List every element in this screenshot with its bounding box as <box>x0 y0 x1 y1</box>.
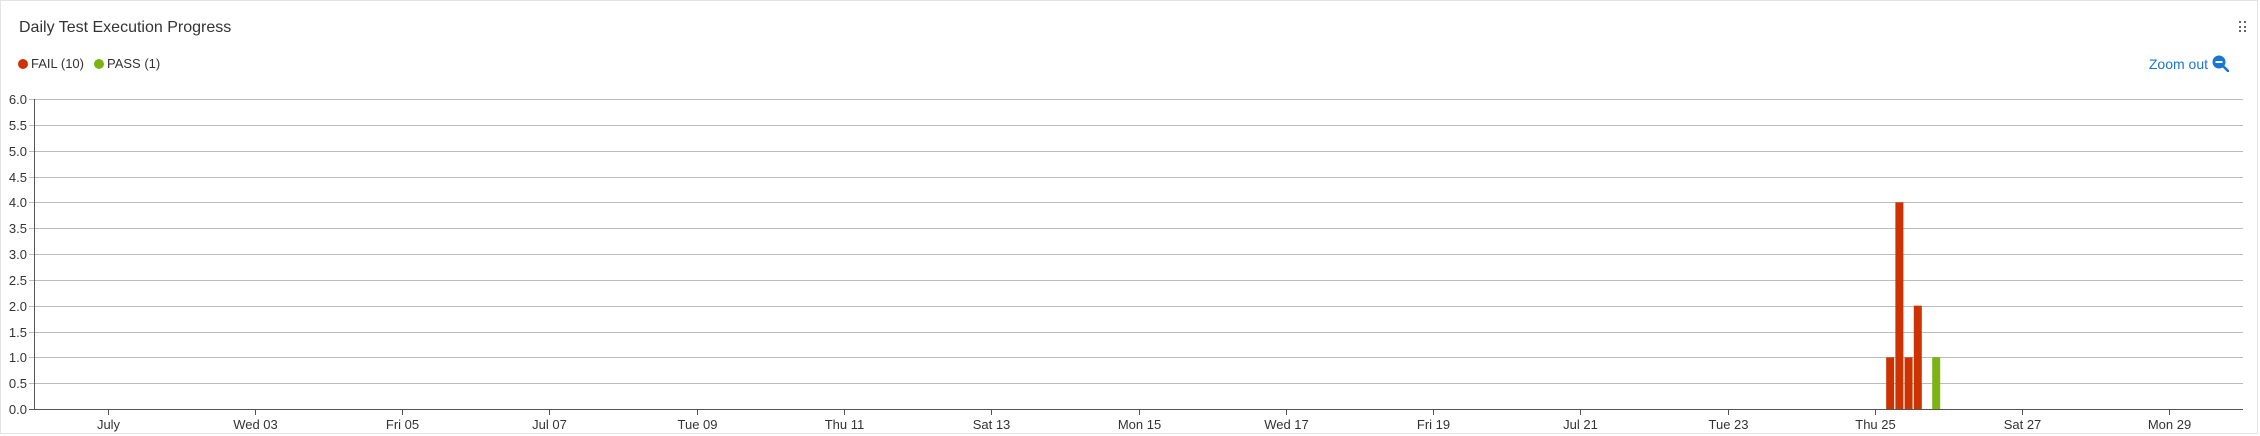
y-tick-label: 5.0 <box>9 144 27 159</box>
x-tick-label: Fri 05 <box>386 417 419 432</box>
legend-item-fail[interactable]: FAIL (10) <box>18 56 84 71</box>
y-tick-label: 6.0 <box>9 92 27 107</box>
x-tick-label: Tue 23 <box>1709 417 1749 432</box>
x-tick-label: Sat 27 <box>2004 417 2042 432</box>
zoom-out-icon <box>2212 55 2229 72</box>
y-tick-label: 2.5 <box>9 273 27 288</box>
gridlines <box>29 99 2243 410</box>
drag-handle-icon[interactable] <box>2239 21 2247 33</box>
y-tick-label: 1.0 <box>9 350 27 365</box>
fail-dot-icon <box>18 58 28 69</box>
y-tick-label: 4.5 <box>9 170 27 185</box>
pass-dot-icon <box>93 58 104 69</box>
x-tick-label: Jul 21 <box>1563 417 1598 432</box>
x-tick-label: Mon 15 <box>1118 417 1161 432</box>
y-tick-label: 1.5 <box>9 325 27 340</box>
legend-label-pass: PASS (1) <box>106 56 161 71</box>
y-tick-label: 2.0 <box>9 299 27 314</box>
y-tick-label: 3.5 <box>9 221 27 236</box>
x-tick-label: Mon 29 <box>2148 417 2191 432</box>
y-tick-label: 4.0 <box>9 195 27 210</box>
bar-pass[interactable] <box>1932 357 1941 409</box>
x-tick-label: Jul 07 <box>532 417 567 432</box>
x-tick-label: July <box>97 417 121 432</box>
x-tick-label: Tue 09 <box>678 417 718 432</box>
bar-fail[interactable] <box>1913 305 1922 409</box>
x-tick-label: Thu 11 <box>825 417 865 432</box>
x-tick-label: Wed 17 <box>1264 417 1309 432</box>
y-tick-label: 0.5 <box>9 376 27 391</box>
legend-label-fail: FAIL (10) <box>31 56 84 71</box>
y-axis: 0.0 0.5 1.0 1.5 2.0 2.5 3.0 3.5 4.0 4.5 5.0 5.5 6.0 <box>9 92 35 417</box>
bars <box>1886 202 1941 409</box>
legend: FAIL (10) PASS (1) <box>18 56 160 71</box>
bar-fail[interactable] <box>1895 202 1904 409</box>
bar-fail[interactable] <box>1886 357 1895 409</box>
x-tick-label: Fri 19 <box>1417 417 1450 432</box>
legend-item-pass[interactable]: PASS (1) <box>93 56 161 71</box>
x-tick-label: Sat 13 <box>973 417 1011 432</box>
y-tick-label: 3.0 <box>9 247 27 262</box>
zoom-out-button[interactable]: Zoom out <box>2149 55 2229 72</box>
y-tick-label: 0.0 <box>9 402 27 417</box>
x-axis: July Wed 03 Fri 05 Jul 07 Tue 09 Thu 11 Sat 13… <box>97 409 2191 432</box>
zoom-out-label: Zoom out <box>2148 55 2208 72</box>
bar-fail[interactable] <box>1904 357 1913 409</box>
x-tick-label: Thu 25 <box>1855 417 1895 432</box>
y-tick-label: 5.5 <box>9 118 27 133</box>
x-tick-label: Wed 03 <box>233 417 278 432</box>
panel-title: Daily Test Execution Progress <box>19 19 232 36</box>
